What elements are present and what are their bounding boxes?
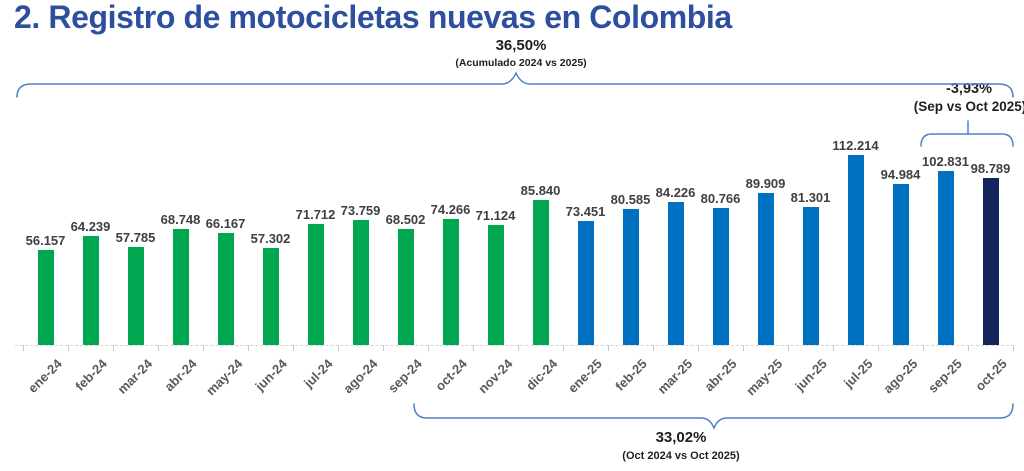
bar-abr-24 bbox=[172, 229, 189, 345]
bar-value-nov-24: 71.124 bbox=[475, 208, 516, 223]
annotation-sep-vs-oct-caption: (Sep vs Oct 2025) bbox=[913, 99, 1024, 114]
bar-value-ene-24: 56.157 bbox=[25, 233, 66, 248]
bar-value-sep-24: 68.502 bbox=[385, 212, 426, 227]
x-axis-tick bbox=[608, 345, 609, 351]
x-axis-tick bbox=[653, 345, 654, 351]
bar-nov-24 bbox=[487, 225, 504, 345]
bar-ene-25 bbox=[577, 221, 594, 345]
bar-value-abr-24: 68.748 bbox=[160, 212, 201, 227]
x-axis-tick bbox=[518, 345, 519, 351]
bar-value-mar-24: 57.785 bbox=[115, 230, 156, 245]
bar-value-mar-25: 84.226 bbox=[655, 185, 696, 200]
annotation-oct-vs-oct-caption: (Oct 2024 vs Oct 2025) bbox=[622, 450, 740, 462]
x-axis-tick bbox=[563, 345, 564, 351]
x-axis-tick bbox=[383, 345, 384, 351]
bar-may-24 bbox=[217, 233, 234, 345]
x-label-jul-24: jul-24 bbox=[300, 356, 336, 391]
x-label-jun-25: jun-25 bbox=[792, 356, 831, 394]
bar-sep-24 bbox=[397, 229, 414, 345]
x-axis-tick bbox=[68, 345, 69, 351]
x-label-jun-24: jun-24 bbox=[252, 356, 291, 394]
x-axis-tick bbox=[1013, 345, 1014, 351]
bar-value-oct-24: 74.266 bbox=[430, 202, 471, 217]
bar-value-sep-25: 102.831 bbox=[922, 154, 969, 169]
x-label-feb-25: feb-25 bbox=[612, 356, 651, 394]
x-label-nov-24: nov-24 bbox=[474, 356, 516, 397]
x-label-jul-25: jul-25 bbox=[840, 356, 876, 391]
bar-value-oct-25: 98.789 bbox=[970, 161, 1011, 176]
x-axis-tick bbox=[743, 345, 744, 351]
bar-ago-24 bbox=[352, 220, 369, 345]
x-axis-tick bbox=[833, 345, 834, 351]
annotation-acumulado-caption: (Acumulado 2024 vs 2025) bbox=[455, 57, 587, 69]
x-axis-tick bbox=[923, 345, 924, 351]
bar-abr-25 bbox=[712, 208, 729, 345]
x-axis-tick bbox=[293, 345, 294, 351]
x-label-feb-24: feb-24 bbox=[72, 356, 111, 394]
bar-jun-24 bbox=[262, 248, 279, 345]
bar-value-jun-25: 81.301 bbox=[790, 190, 831, 205]
bar-ago-25 bbox=[892, 184, 909, 345]
x-label-ago-25: ago-25 bbox=[879, 356, 921, 397]
bar-value-ene-25: 73.451 bbox=[565, 204, 606, 219]
x-axis-tick bbox=[338, 345, 339, 351]
annotation-acumulado-value: 36,50% bbox=[495, 37, 547, 54]
x-label-abr-25: abr-25 bbox=[701, 356, 741, 395]
bar-mar-24 bbox=[127, 247, 144, 345]
bar-jul-24 bbox=[307, 224, 324, 345]
bar-value-abr-25: 80.766 bbox=[700, 191, 741, 206]
bar-value-jun-24: 57.302 bbox=[250, 231, 291, 246]
bar-value-jul-24: 71.712 bbox=[295, 207, 336, 222]
x-label-ago-24: ago-24 bbox=[339, 356, 381, 397]
bar-ene-24 bbox=[37, 250, 54, 345]
bar-sep-25 bbox=[937, 171, 954, 345]
x-axis-tick bbox=[968, 345, 969, 351]
x-axis-tick bbox=[23, 345, 24, 351]
x-axis-tick bbox=[878, 345, 879, 351]
bar-value-jul-25: 112.214 bbox=[832, 138, 879, 153]
x-label-ene-24: ene-24 bbox=[25, 356, 66, 396]
bar-value-ago-25: 94.984 bbox=[880, 167, 921, 182]
bar-feb-25 bbox=[622, 209, 639, 345]
x-axis-tick bbox=[248, 345, 249, 351]
x-label-sep-24: sep-24 bbox=[385, 356, 426, 396]
x-axis-tick bbox=[788, 345, 789, 351]
x-axis-tick bbox=[428, 345, 429, 351]
bar-jun-25 bbox=[802, 207, 819, 345]
x-label-may-25: may-25 bbox=[742, 356, 786, 399]
x-label-mar-24: mar-24 bbox=[114, 356, 156, 397]
x-axis-tick bbox=[473, 345, 474, 351]
x-axis-tick bbox=[203, 345, 204, 351]
bar-jul-25 bbox=[847, 155, 864, 345]
bar-oct-25 bbox=[982, 178, 999, 345]
x-label-sep-25: sep-25 bbox=[925, 356, 966, 396]
bar-value-feb-24: 64.239 bbox=[70, 219, 111, 234]
x-label-oct-24: oct-24 bbox=[432, 356, 471, 394]
x-label-dic-24: dic-24 bbox=[522, 356, 561, 394]
x-axis-tick bbox=[158, 345, 159, 351]
x-label-abr-24: abr-24 bbox=[161, 356, 201, 395]
annotation-oct-vs-oct-value: 33,02% bbox=[655, 429, 707, 446]
bar-dic-24 bbox=[532, 200, 549, 345]
bar-mar-25 bbox=[667, 202, 684, 345]
x-axis-tick bbox=[698, 345, 699, 351]
bar-value-ago-24: 73.759 bbox=[340, 203, 381, 218]
bar-value-dic-24: 85.840 bbox=[520, 183, 561, 198]
bar-value-may-24: 66.167 bbox=[205, 216, 246, 231]
x-label-mar-25: mar-25 bbox=[654, 356, 696, 397]
bar-may-25 bbox=[757, 193, 774, 345]
x-label-may-24: may-24 bbox=[202, 356, 246, 399]
x-axis-tick bbox=[113, 345, 114, 351]
bar-oct-24 bbox=[442, 219, 459, 345]
bar-feb-24 bbox=[82, 236, 99, 345]
x-label-ene-25: ene-25 bbox=[565, 356, 606, 396]
page-title: 2. Registro de motocicletas nuevas en Co… bbox=[14, 0, 732, 35]
bar-value-may-25: 89.909 bbox=[745, 176, 786, 191]
x-axis-line bbox=[15, 345, 1014, 346]
x-label-oct-25: oct-25 bbox=[972, 356, 1011, 394]
bar-value-feb-25: 80.585 bbox=[610, 192, 651, 207]
